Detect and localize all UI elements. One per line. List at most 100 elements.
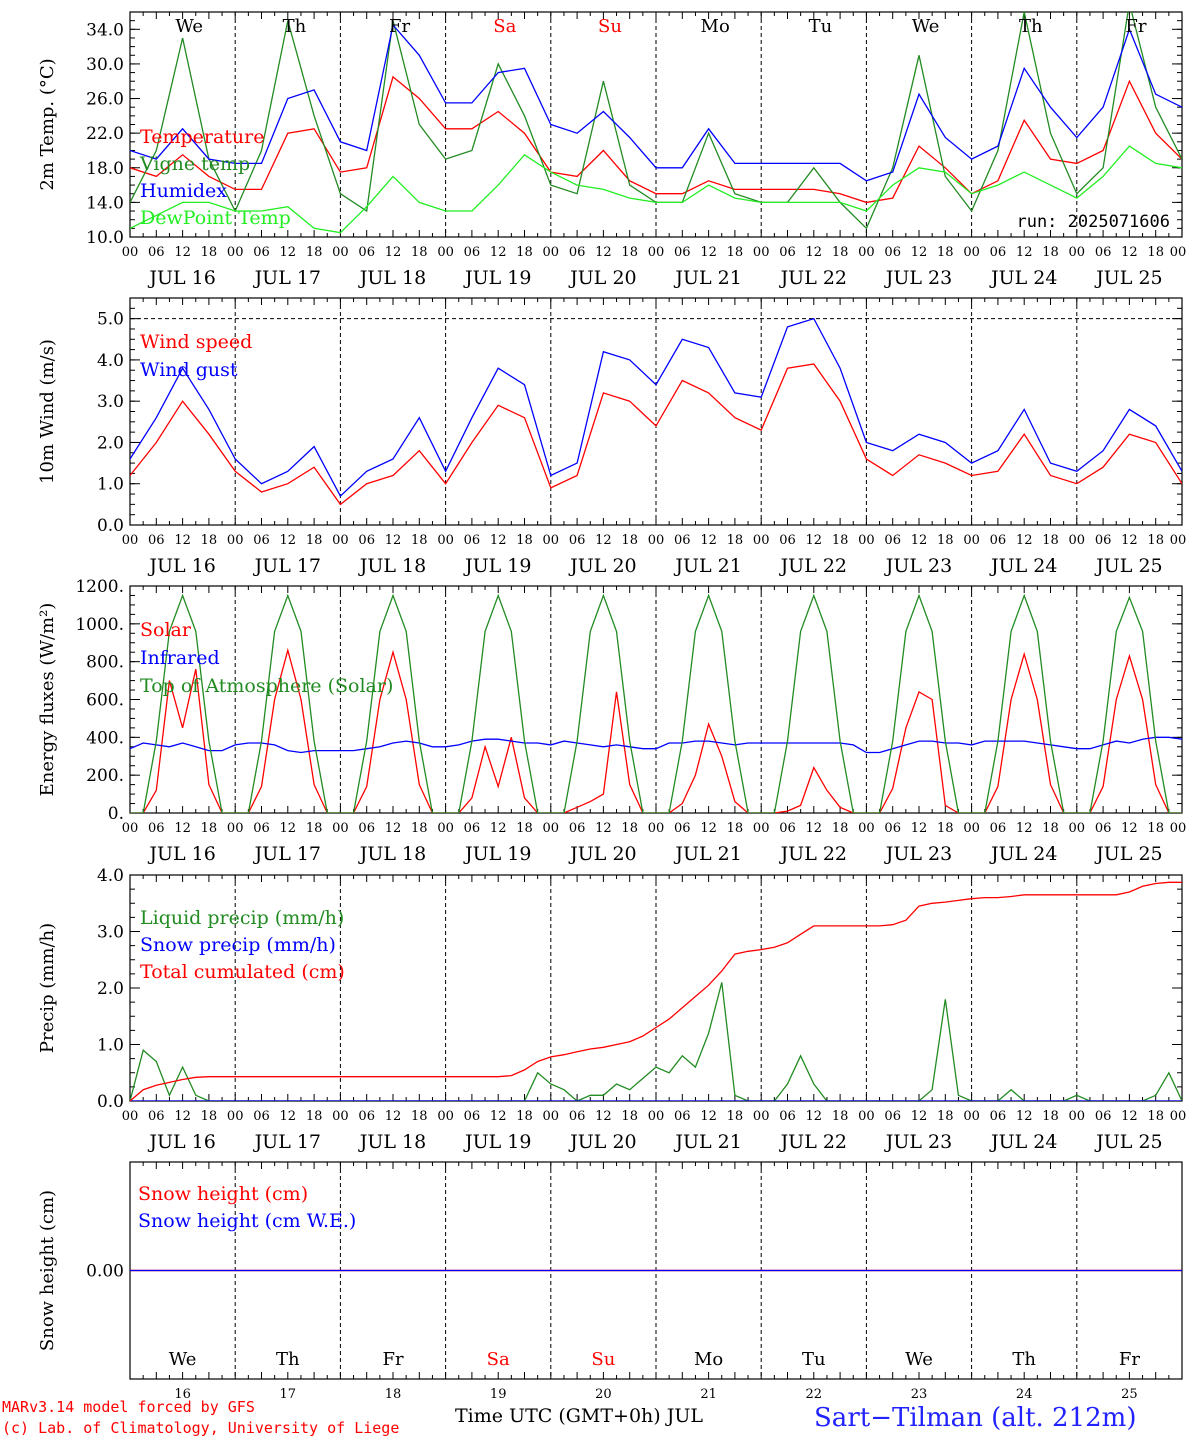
hour-tick-label: 18: [411, 245, 428, 260]
hour-tick-label: 06: [1095, 821, 1112, 836]
y-tick-label: 18.0: [86, 159, 124, 179]
hour-tick-label: 12: [1121, 1109, 1138, 1124]
hour-tick-label: 06: [990, 245, 1007, 260]
legend-entry: Solar: [140, 619, 192, 641]
hour-tick-label: 06: [148, 821, 165, 836]
day-label: JUL 22: [779, 267, 847, 289]
y-tick-label: 0.00: [86, 1262, 124, 1282]
day-label: JUL 23: [884, 267, 952, 289]
hour-tick-label: 00: [227, 245, 244, 260]
hour-tick-label: 18: [832, 1109, 849, 1124]
day-label: JUL 22: [779, 555, 847, 577]
day-number-label: 18: [385, 1387, 402, 1402]
hour-tick-label: 12: [595, 245, 612, 260]
day-label: JUL 21: [673, 843, 741, 865]
day-label: JUL 19: [463, 267, 531, 289]
hour-tick-label: 00: [122, 245, 139, 260]
hour-tick-label: 00: [648, 1109, 665, 1124]
day-number-label: 21: [700, 1387, 717, 1402]
hour-tick-label: 00: [1170, 533, 1187, 548]
hour-tick-label: 18: [306, 245, 323, 260]
run-annotation: run: 2025071606: [1016, 212, 1170, 232]
hour-tick-label: 06: [148, 1109, 165, 1124]
day-label: JUL 24: [989, 843, 1057, 865]
hour-tick-label: 00: [437, 533, 454, 548]
hour-tick-label: 06: [674, 1109, 691, 1124]
hour-tick-label: 12: [1016, 533, 1033, 548]
hour-tick-label: 12: [806, 245, 823, 260]
y-tick-label: 1000.: [75, 615, 124, 635]
hour-tick-label: 18: [1147, 821, 1164, 836]
weekday-label: Fr: [389, 16, 410, 37]
hour-tick-label: 18: [832, 533, 849, 548]
hour-tick-label: 18: [727, 821, 744, 836]
day-label: JUL 16: [147, 267, 215, 289]
day-label: JUL 19: [463, 1131, 531, 1153]
hour-tick-label: 18: [201, 821, 218, 836]
hour-tick-label: 18: [1042, 533, 1059, 548]
hour-tick-label: 12: [385, 533, 402, 548]
hour-tick-label: 12: [385, 245, 402, 260]
day-number-label: 23: [911, 1387, 928, 1402]
hour-tick-label: 06: [1095, 1109, 1112, 1124]
day-label: JUL 18: [358, 555, 426, 577]
hour-tick-label: 06: [464, 533, 481, 548]
day-label: JUL 21: [673, 267, 741, 289]
hour-tick-label: 12: [595, 533, 612, 548]
hour-tick-label: 18: [937, 821, 954, 836]
hour-tick-label: 06: [779, 533, 796, 548]
panel-5: 0.00 Snow height (cm) Snow height (cm) Snow…: [37, 1161, 1183, 1402]
hour-tick-label: 06: [990, 821, 1007, 836]
hour-tick-label: 18: [621, 821, 638, 836]
hour-tick-label: 12: [700, 533, 717, 548]
series-line: [130, 881, 1182, 1101]
hour-tick-label: 00: [648, 245, 665, 260]
y-tick-label: 1.0: [97, 1036, 124, 1056]
series-line: [130, 145, 1182, 234]
hour-tick-label: 12: [1016, 245, 1033, 260]
series-line: [130, 982, 1182, 1101]
hour-tick-label: 12: [280, 821, 297, 836]
hour-tick-label: 18: [516, 245, 533, 260]
series-line: [130, 317, 1182, 498]
legend-entry: Wind speed: [140, 331, 252, 353]
hour-tick-label: 12: [174, 1109, 191, 1124]
hour-tick-label: 06: [884, 1109, 901, 1124]
hour-tick-label: 18: [516, 1109, 533, 1124]
hour-tick-label: 12: [490, 821, 507, 836]
hour-tick-label: 06: [358, 821, 375, 836]
legend-entry: Infrared: [140, 647, 220, 669]
y-tick-label: 400.: [86, 728, 124, 748]
hour-tick-label: 06: [358, 245, 375, 260]
hour-tick-label: 00: [963, 821, 980, 836]
hour-tick-label: 12: [1121, 533, 1138, 548]
hour-tick-label: 12: [806, 821, 823, 836]
hour-tick-label: 18: [937, 533, 954, 548]
hour-tick-label: 06: [253, 821, 270, 836]
hour-tick-label: 18: [516, 533, 533, 548]
hour-tick-label: 06: [148, 533, 165, 548]
day-label: JUL 17: [253, 1131, 321, 1153]
hour-tick-label: 00: [753, 533, 770, 548]
hour-tick-label: 00: [858, 245, 875, 260]
hour-tick-label: 00: [963, 1109, 980, 1124]
hour-tick-label: 00: [753, 1109, 770, 1124]
weekday-label: Fr: [1125, 16, 1146, 37]
y-axis-label: 2m Temp. (°C): [37, 58, 58, 190]
hour-tick-label: 00: [963, 533, 980, 548]
y-tick-label: 3.0: [97, 923, 124, 943]
hour-tick-label: 00: [648, 821, 665, 836]
hour-tick-label: 00: [437, 1109, 454, 1124]
weekday-label: Sa: [493, 16, 516, 37]
legend-entry: Humidex: [140, 180, 227, 202]
y-tick-label: 3.0: [97, 392, 124, 412]
series-line: [130, 363, 1182, 506]
hour-tick-label: 18: [1042, 821, 1059, 836]
hour-tick-label: 06: [569, 533, 586, 548]
hour-tick-label: 00: [753, 821, 770, 836]
hour-tick-label: 06: [779, 245, 796, 260]
day-label: JUL 17: [253, 267, 321, 289]
y-axis-label: Precip (mm/h): [37, 923, 58, 1053]
hour-tick-label: 06: [674, 533, 691, 548]
hour-tick-label: 18: [1147, 245, 1164, 260]
